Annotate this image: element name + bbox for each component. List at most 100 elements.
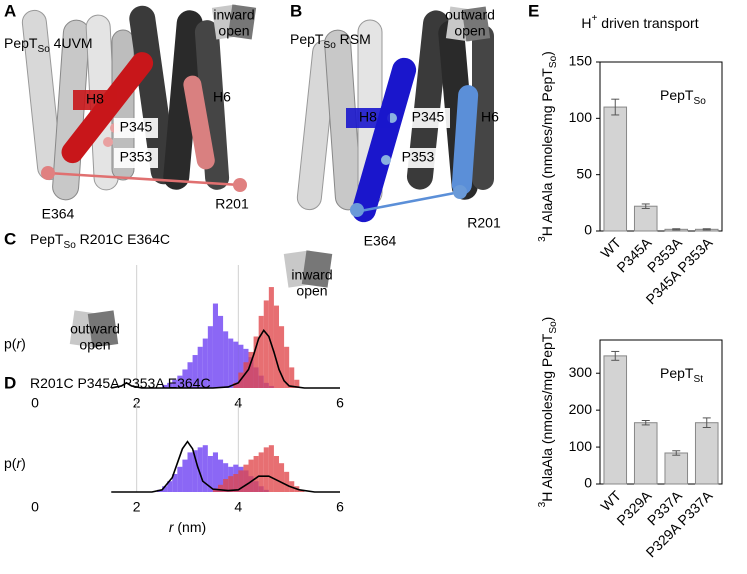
bar [664,452,689,485]
text-run: driven transport [597,15,698,31]
text-run: So [548,55,559,68]
text-run: ) [21,335,26,351]
hist-bar [273,456,279,492]
hist-bar [284,471,290,492]
label-box [406,108,450,128]
text-run: H AlaAla (nmoles/mg PepT [539,68,555,237]
y-axis-label: 3H AlaAla (nmoles/mg PepTSo) [537,51,559,242]
hist-bar [268,287,274,388]
error-bar [672,228,681,231]
text-run: R201C P345A P353A E364C [30,375,211,391]
hist-bar [192,355,198,388]
hist-bar [218,484,224,492]
state-label: outward [445,7,495,23]
hist-bar [223,331,229,388]
text-run: + [592,13,598,24]
density-line [111,440,340,493]
residue-label: P345 [412,109,445,125]
hist-bar [284,346,290,388]
residue-label: E364 [42,206,75,222]
text-run: So [63,240,76,251]
hist-bar [162,384,168,388]
plot-frame [599,339,723,485]
hist-bar [207,456,213,492]
text-run: ) [539,317,555,322]
hist-bar [268,445,274,492]
text-run: RSM [336,31,371,47]
hist-bar [192,450,198,492]
x-tick-label: 0 [31,499,39,515]
hist-bar [202,338,208,388]
panel-letter: C [4,229,16,248]
hist-bar [233,474,239,492]
x-tick-label: 6 [336,499,344,515]
text-run: ) [539,51,555,56]
hist-bar [263,447,269,492]
y-axis-label: 3H AlaAla (nmoles/mg PepTSo) [537,317,559,508]
hist-bar [294,379,300,388]
text-run: PepT [30,231,64,247]
text-run: H AlaAla (nmoles/mg PepT [539,333,555,502]
y-tick-label: 0 [584,475,592,491]
text-run: r [169,519,175,535]
x-axis-label: r (nm) [169,519,206,535]
hist-bar [172,474,178,492]
x-tick-label: 2 [133,499,141,515]
text-run: 3 [537,236,548,242]
hist-bar [299,490,305,492]
hist-bar [263,300,269,388]
text-run: So [693,96,706,107]
hist-bar [248,351,254,388]
panel-title: H+ driven transport [581,13,698,31]
hist-bar [223,463,229,492]
hist-bar [197,447,203,492]
hist-bar [253,336,259,388]
text-run: p( [4,335,17,351]
text-run: So [323,40,336,51]
error-bar [702,228,711,231]
density-line [111,328,340,389]
hist-bar [177,375,183,388]
residue-label: H8 [86,91,104,107]
text-run: St [693,374,703,385]
state-label: open [296,283,327,299]
residue-label: P345 [120,119,153,135]
state-label: inward [213,7,254,23]
hist-bar [212,452,218,492]
hist-bar [182,369,188,388]
bar [633,205,658,232]
text-run: So [37,44,50,55]
residue-label: P353 [120,149,153,165]
text-run: 4UVM [50,35,93,51]
hist-bar [273,305,279,388]
hist-bar [167,382,173,388]
chart-title: PepTSo R201C E364C [30,231,170,251]
text-run: R201C E364C [76,231,170,247]
x-tick-label: 0 [31,395,39,411]
chart-title: R201C P345A P353A E364C [30,375,211,391]
hist-bar [248,459,254,492]
y-tick-label: 50 [576,165,592,181]
hist-bar [233,341,239,388]
residue-label: H8 [359,109,377,125]
hist-bar [187,362,193,388]
error-bar [702,417,711,429]
hist-bar [279,326,285,388]
text-run: PepT [660,365,694,381]
hist-bar [218,315,224,388]
y-axis-label: p(r) [4,455,26,471]
text-run: p( [4,455,17,471]
text-run: H [581,15,591,31]
x-tick-label: 6 [336,395,344,411]
residue-label: E364 [364,233,397,249]
y-tick-label: 0 [584,222,592,238]
state-label: open [454,23,485,39]
text-run: PepT [4,35,38,51]
label-box [346,108,390,128]
state-label: outward [70,321,120,337]
text-run: (nm) [174,519,207,535]
error-bar [641,203,650,209]
hist-bar [218,459,224,492]
panel-letter: D [4,373,16,392]
